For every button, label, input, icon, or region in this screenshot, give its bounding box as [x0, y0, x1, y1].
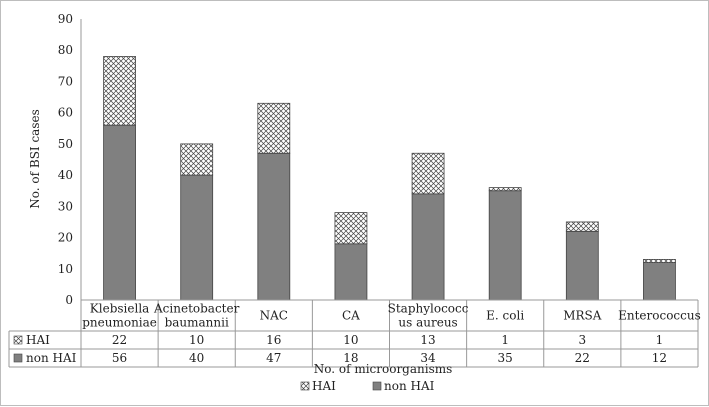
y-tick-label: 70 — [58, 74, 73, 88]
table-cell-value: 56 — [112, 351, 127, 365]
bar-non-hai — [180, 174, 214, 301]
bar-hai — [103, 56, 136, 126]
bar-hai — [180, 143, 214, 176]
table-cell-value: 1 — [656, 333, 664, 347]
category-label: baumannii — [165, 316, 229, 330]
legend: HAI non HAI — [300, 379, 435, 393]
category-label: Staphylococc — [388, 302, 469, 316]
category-label: Enterococcus — [618, 309, 701, 323]
table-cell-value: 34 — [420, 351, 436, 365]
category-label: Klebsiella — [90, 302, 150, 316]
bar-non-hai — [411, 193, 445, 301]
table-row-label: non HAI — [26, 351, 77, 365]
category-label: E. coli — [486, 309, 524, 323]
y-tick-label: 50 — [58, 137, 73, 151]
bar-non-hai — [334, 243, 368, 301]
legend-label: HAI — [312, 379, 336, 393]
table-cell-value: 10 — [189, 333, 204, 347]
data-table: KlebsiellapneumoniaeAcinetobacterbaumann… — [8, 299, 701, 368]
legend-swatch-non-hai — [372, 381, 382, 391]
y-axis-title: No. of BSI cases — [28, 109, 42, 209]
bar-non-hai — [257, 152, 291, 301]
y-tick-label: 60 — [58, 106, 73, 120]
category-label: Acinetobacter — [153, 302, 240, 316]
y-tick-label: 90 — [58, 12, 73, 26]
table-cell-value: 16 — [266, 333, 281, 347]
table-cell-value: 40 — [189, 351, 204, 365]
bar-hai — [334, 212, 368, 245]
bar-hai — [643, 259, 676, 263]
category-label: NAC — [260, 309, 288, 323]
y-tick-label: 10 — [58, 262, 73, 276]
category-label: pneumoniae — [82, 316, 157, 330]
legend-label: non HAI — [384, 379, 435, 393]
bar-hai — [411, 152, 445, 195]
bars-group — [103, 56, 676, 301]
table-cell-value: 3 — [578, 333, 586, 347]
bar-hai — [565, 221, 599, 232]
legend-swatch-hai — [300, 381, 310, 391]
table-cell-value: 22 — [575, 351, 590, 365]
y-tick-label: 40 — [58, 168, 73, 182]
table-cell-value: 13 — [420, 333, 435, 347]
table-swatch-non-hai — [13, 353, 23, 363]
y-tick-label: 20 — [58, 231, 73, 245]
y-tick-label: 0 — [65, 293, 73, 307]
y-axis: 0 10 20 30 40 50 60 70 80 90 — [58, 12, 82, 307]
bar-non-hai — [488, 190, 522, 301]
table-cell-value: 1 — [501, 333, 509, 347]
y-tick-label: 80 — [58, 43, 73, 57]
y-tick-label: 30 — [58, 199, 73, 213]
table-cell-value: 18 — [343, 351, 358, 365]
category-label: MRSA — [563, 309, 602, 323]
bar-hai — [488, 187, 522, 192]
category-label: us aureus — [398, 316, 457, 330]
table-cell-value: 47 — [266, 351, 281, 365]
x-axis-title: No. of microorganisms — [314, 362, 453, 376]
bar-non-hai — [643, 262, 676, 301]
table-cell-value: 35 — [498, 351, 513, 365]
bar-non-hai — [103, 124, 136, 301]
category-label: CA — [342, 309, 360, 323]
bar-hai — [257, 102, 291, 154]
table-cell-value: 12 — [652, 351, 667, 365]
table-row-label: HAI — [26, 333, 50, 347]
table-cell-value: 22 — [112, 333, 127, 347]
bar-non-hai — [565, 230, 599, 301]
table-cell-value: 10 — [343, 333, 358, 347]
table-swatch-hai — [13, 335, 23, 345]
